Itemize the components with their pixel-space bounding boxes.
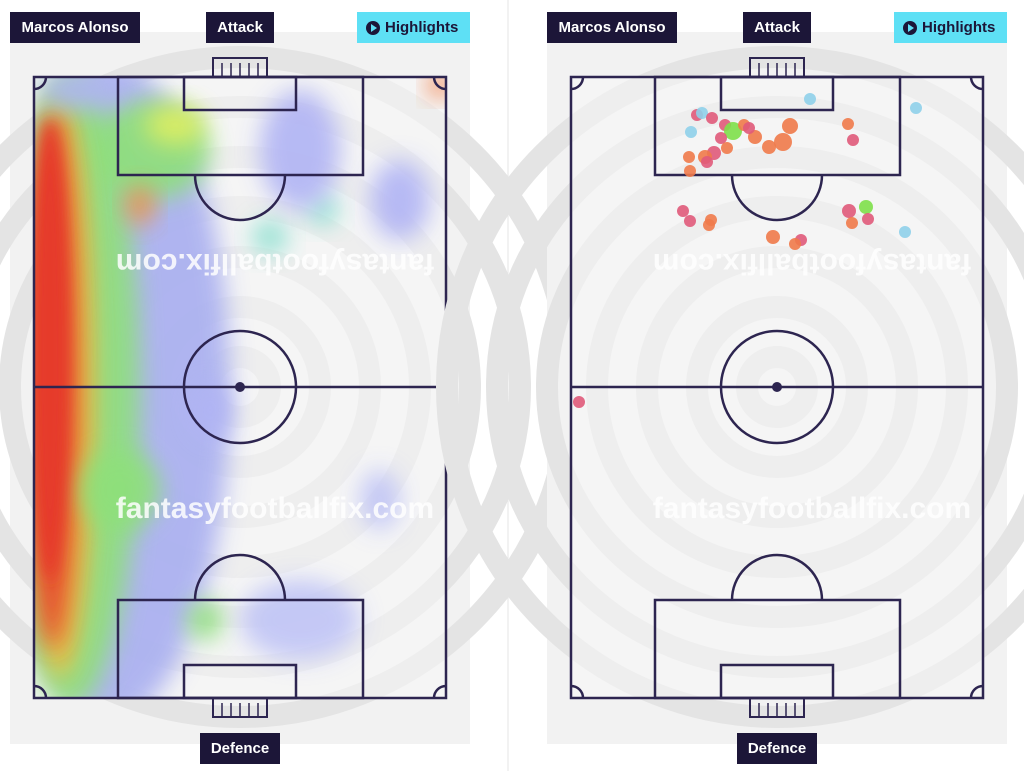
shot-dot: [842, 204, 856, 218]
player-name: Marcos Alonso: [559, 19, 666, 36]
shot-dot: [677, 205, 689, 217]
attack-label-box: [206, 12, 274, 43]
play-triangle: [371, 24, 377, 32]
shot-dot: [774, 133, 792, 151]
watermark: fantasyfootballfix.com: [116, 247, 434, 280]
shot-dot: [684, 165, 696, 177]
shot-dot: [789, 238, 801, 250]
player-name-box: [10, 12, 140, 43]
defence-label: Defence: [748, 740, 806, 757]
centre-circle: [719, 329, 835, 445]
heat-blob: [240, 580, 360, 660]
penalty-arc: [193, 553, 287, 601]
heat-blob: [260, 90, 340, 210]
pitch-panel: fantasyfootballfix.com fantasyfootballfix…: [436, 12, 1024, 764]
shot-dot: [724, 122, 742, 140]
shot-dot: [859, 200, 873, 214]
heat-blob: [126, 185, 154, 225]
shot-dot: [743, 122, 755, 134]
defence-label: Defence: [211, 740, 269, 757]
shot-dot: [842, 118, 854, 130]
shot-dot: [683, 151, 695, 163]
shot-dot: [703, 219, 715, 231]
shot-dot: [766, 230, 780, 244]
penalty-arc: [730, 174, 824, 222]
corner-arc: [33, 76, 447, 699]
shot-dot: [748, 130, 762, 144]
shot-dot: [715, 132, 727, 144]
centre-spot: [772, 382, 782, 392]
heat-blob: [428, 77, 446, 97]
shot-dot: [721, 142, 733, 154]
player-name: Marcos Alonso: [22, 19, 129, 36]
shot-dot: [804, 93, 816, 105]
shot-dot: [862, 213, 874, 225]
heat-blob: [34, 120, 68, 580]
shot-dot: [762, 140, 776, 154]
shot-dot: [706, 112, 718, 124]
heat-blob: [40, 77, 120, 110]
shot-dot: [573, 396, 585, 408]
shot-dot: [685, 126, 697, 138]
defence-label-box: [200, 733, 280, 764]
highlights-label: Highlights: [922, 19, 995, 36]
panels: fantasyfootballfix.com fantasyfootballfix…: [0, 12, 1024, 764]
heat-blob: [187, 600, 223, 640]
penalty-arc: [730, 553, 824, 601]
heat-blob: [80, 450, 160, 530]
shot-dot: [696, 107, 708, 119]
corner-arc: [570, 76, 984, 699]
shot-dot: [684, 215, 696, 227]
heat-blob: [145, 105, 205, 145]
attack-label: Attack: [217, 19, 264, 36]
play-triangle: [908, 24, 914, 32]
highlights-label: Highlights: [385, 19, 458, 36]
heat-blob: [370, 160, 430, 240]
penalty-arc: [193, 174, 287, 222]
watermark: fantasyfootballfix.com: [653, 492, 971, 525]
heat-blob: [190, 380, 230, 440]
pitch-panel: fantasyfootballfix.com fantasyfootballfix…: [0, 12, 581, 764]
shot-dot: [846, 217, 858, 229]
heat-blob: [360, 470, 400, 530]
shot-dot: [910, 102, 922, 114]
attack-label: Attack: [754, 19, 801, 36]
shot-dots: [573, 93, 922, 408]
player-name-box: [547, 12, 677, 43]
shot-dot: [701, 156, 713, 168]
attack-label-box: [743, 12, 811, 43]
shot-dot: [847, 134, 859, 146]
watermark: fantasyfootballfix.com: [653, 247, 971, 280]
defence-label-box: [737, 733, 817, 764]
heat-blob: [252, 219, 288, 255]
centre-spot: [235, 382, 245, 392]
shot-dot: [782, 118, 798, 134]
watermark: fantasyfootballfix.com: [116, 492, 434, 525]
shot-dot: [899, 226, 911, 238]
centre-circle: [182, 329, 298, 445]
